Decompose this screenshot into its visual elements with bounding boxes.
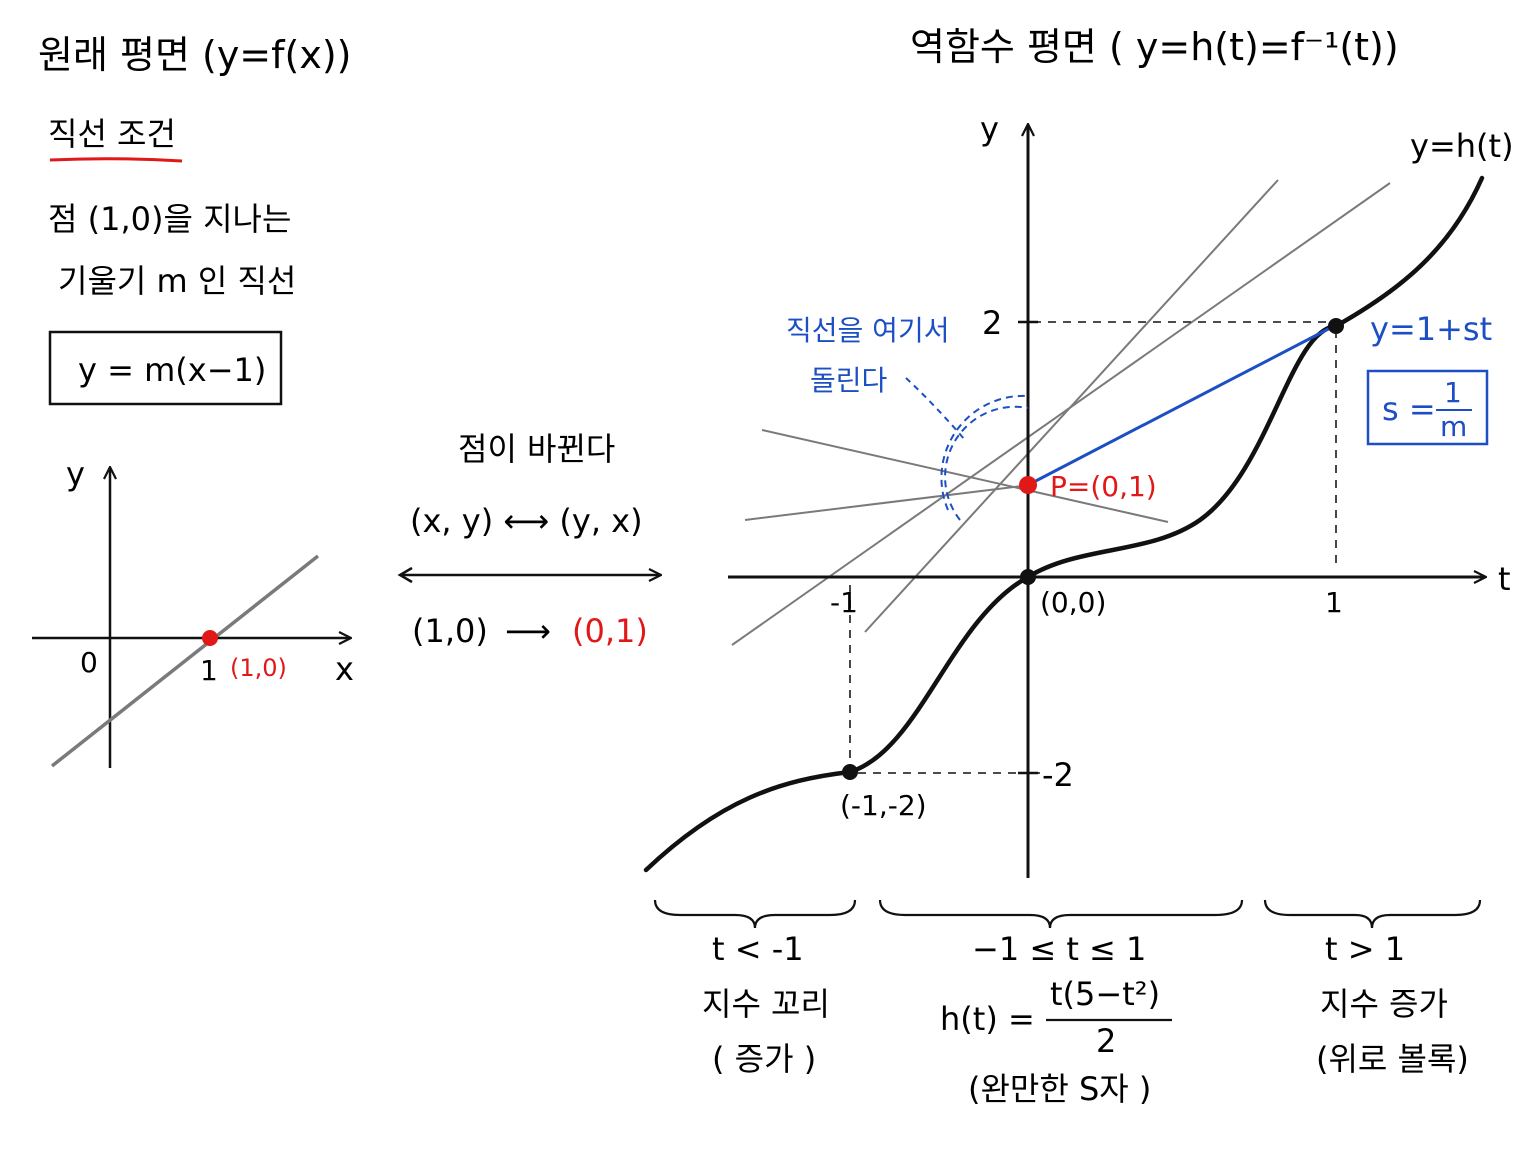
point-1-0 (202, 630, 218, 646)
pivot-label: P=(0,1) (1050, 470, 1157, 503)
left-y-label: y (66, 455, 85, 493)
brace-middle (878, 899, 1244, 929)
rotation-arc-outer (944, 405, 1029, 521)
condition-line-2: 기울기 m 인 직선 (58, 262, 296, 300)
region-middle-formula-lhs: h(t) = (940, 1000, 1035, 1038)
condition-underline (49, 157, 183, 163)
rotating-lines (731, 179, 1391, 646)
tick-label-2: 2 (982, 304, 1002, 342)
region-left-note: ( 증가 ) (712, 1040, 816, 1078)
left-origin-label: 0 (80, 646, 98, 679)
point-1-2 (1328, 318, 1344, 334)
condition-heading: 직선 조건 (48, 115, 176, 153)
region-right-note: (위로 볼록) (1316, 1040, 1469, 1078)
left-panel-title: 원래 평면 (y=f(x)) (38, 33, 352, 77)
tick-label-1: 1 (1325, 586, 1343, 619)
region-left-desc: 지수 꼬리 (702, 985, 830, 1023)
grey-line-1 (761, 429, 1169, 523)
s-label: s = (1382, 390, 1436, 428)
left-line (50, 554, 320, 768)
right-t-label: t (1498, 560, 1511, 598)
left-tick-1: 1 (200, 654, 218, 687)
region-left-condition: t < -1 (712, 930, 804, 968)
coordinate-swap: (x, y) ⟷ (y, x) (410, 502, 643, 540)
s-denominator: m (1440, 410, 1467, 443)
blue-line (1027, 323, 1337, 487)
brace-left (653, 899, 857, 929)
double-arrow-left-head (397, 566, 413, 584)
left-point-label: (1,0) (230, 654, 287, 682)
tick-label-neg1: -1 (830, 586, 858, 619)
region-right-desc: 지수 증가 (1320, 985, 1448, 1023)
point-neg1-neg2 (842, 764, 858, 780)
region-middle-note: (완만한 S자 ) (968, 1070, 1151, 1108)
s-numerator: 1 (1444, 376, 1462, 409)
region-right-condition: t > 1 (1325, 930, 1405, 968)
point-neg1-neg2-label: (-1,-2) (840, 789, 927, 822)
rotate-note-line-2: 돌린다 (810, 364, 887, 397)
s-box (1366, 369, 1489, 446)
map-to: (0,1) (572, 612, 648, 650)
curve-label: y=h(t) (1410, 127, 1514, 165)
region-middle-condition: −1 ≤ t ≤ 1 (972, 930, 1146, 968)
grey-line-3 (731, 182, 1391, 646)
map-arrow: ⟶ (505, 612, 551, 650)
right-panel-title: 역함수 평면 ( y=h(t)=f⁻¹(t)) (910, 25, 1399, 69)
tick-label-neg2: -2 (1042, 756, 1074, 794)
left-x-label: x (335, 650, 354, 688)
dashed-guides (849, 321, 1337, 774)
brace-right (1263, 899, 1482, 929)
note-leader (905, 377, 966, 441)
middle-heading: 점이 바뀐다 (458, 430, 615, 468)
equation-box (48, 330, 283, 406)
grey-line-2 (744, 484, 1031, 521)
line-equation: y = m(x−1) (78, 351, 266, 389)
condition-line-1: 점 (1,0)을 지나는 (48, 200, 291, 238)
rotate-note-line-1: 직선을 여기서 (786, 314, 949, 347)
region-braces (653, 899, 1482, 929)
right-y-label: y (980, 110, 999, 148)
origin-point (1020, 569, 1036, 585)
blue-line-label: y=1+st (1370, 310, 1492, 348)
region-middle-formula-den: 2 (1096, 1022, 1116, 1060)
origin-label: (0,0) (1040, 586, 1106, 619)
map-from: (1,0) (412, 612, 488, 650)
grey-line-4 (864, 179, 1279, 633)
region-middle-formula-num: t(5−t²) (1050, 975, 1160, 1013)
h-curve (643, 175, 1485, 873)
pivot-point (1019, 476, 1037, 494)
